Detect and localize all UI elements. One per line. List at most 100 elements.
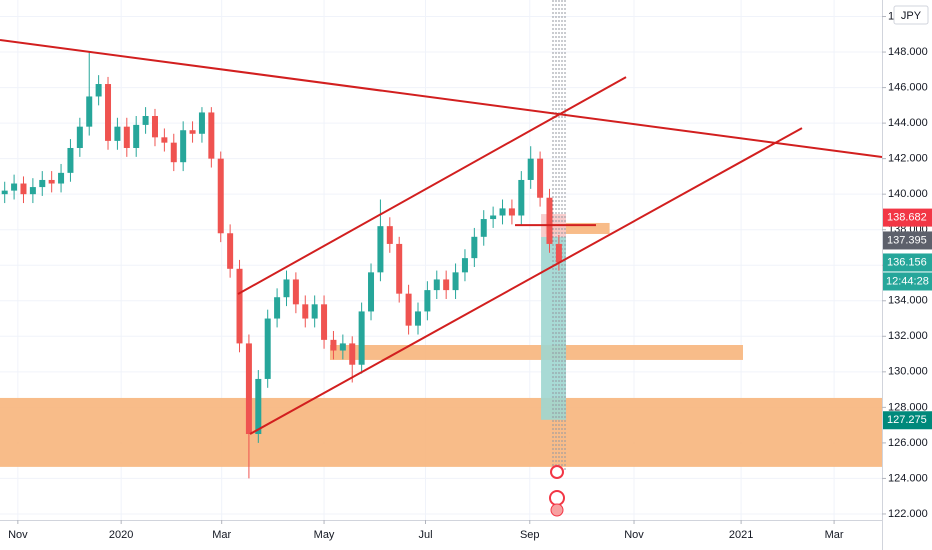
candle-body <box>76 126 83 148</box>
zone <box>0 397 882 467</box>
countdown-bg <box>883 272 932 291</box>
candle-body <box>264 318 271 379</box>
y-tick-label: 122.000 <box>888 508 928 520</box>
candle-body <box>67 147 74 173</box>
x-tick-label: Mar <box>212 529 231 541</box>
candle-body <box>330 339 337 351</box>
candle-body <box>490 215 497 220</box>
y-tick-label: 144.000 <box>888 117 928 129</box>
candle-body <box>405 293 412 326</box>
candle-body <box>236 268 243 344</box>
plot <box>0 0 883 520</box>
candle-body <box>161 137 168 143</box>
candle-body <box>20 183 27 195</box>
y-tick-label: 140.000 <box>888 188 928 200</box>
candle-body <box>424 290 431 312</box>
candle-body <box>255 378 262 435</box>
candle-body <box>358 311 365 365</box>
candle-body <box>283 279 290 298</box>
price-label-bg <box>883 411 932 430</box>
y-tick-label: 146.000 <box>888 81 928 93</box>
candle-body <box>546 197 553 244</box>
zone <box>544 222 610 234</box>
candle-body <box>227 233 234 269</box>
price-label: 138.682 <box>887 211 927 223</box>
candle-body <box>349 343 356 365</box>
candle-body <box>555 243 562 263</box>
x-tick-label: Jul <box>418 529 432 541</box>
trendline <box>0 38 883 159</box>
candle-body <box>58 172 65 184</box>
candle-body <box>39 179 46 188</box>
countdown: 12:44:28 <box>886 275 929 287</box>
price-label: 137.395 <box>887 234 927 246</box>
candle-body <box>377 226 384 273</box>
candle-body <box>29 187 36 195</box>
candle-body <box>414 311 421 326</box>
candle-body <box>189 130 196 134</box>
candle-body <box>368 272 375 312</box>
currency-badge[interactable] <box>893 5 929 25</box>
candle-body <box>95 84 102 97</box>
zone <box>329 345 743 360</box>
candle-body <box>274 297 281 319</box>
y-tick-label: 124.000 <box>888 472 928 484</box>
y-tick-label: 148.000 <box>888 46 928 58</box>
candle-body <box>443 279 450 291</box>
currency-label: JPY <box>901 10 922 22</box>
candle-body <box>11 183 18 191</box>
price-label: 127.275 <box>887 414 927 426</box>
price-label: 136.156 <box>887 256 927 268</box>
y-tick-label: 132.000 <box>888 330 928 342</box>
event-icon <box>549 490 565 506</box>
event-icon <box>550 503 564 517</box>
x-tick-label: Sep <box>520 529 540 541</box>
candle-body <box>452 272 459 291</box>
candle-body <box>518 179 525 216</box>
candle-body <box>471 236 478 259</box>
candle-body <box>311 304 318 319</box>
candle-body <box>133 124 140 148</box>
y-tick-label: 128.000 <box>888 401 928 413</box>
candle-body <box>339 343 346 351</box>
x-tick-label: Mar <box>825 529 844 541</box>
candle-body <box>151 116 158 138</box>
y-tick-label: 134.000 <box>888 295 928 307</box>
candle-body <box>527 158 534 180</box>
candle-body <box>433 279 440 291</box>
trendline <box>249 127 803 435</box>
price-label-bg <box>883 231 932 250</box>
candle-body <box>321 304 328 340</box>
x-tick-label: May <box>314 529 335 541</box>
y-tick-label: 126.000 <box>888 437 928 449</box>
candle-body <box>508 208 515 216</box>
candle-body <box>114 126 121 141</box>
candle-body <box>180 130 187 163</box>
candle-body <box>86 96 93 127</box>
candle-body <box>302 304 309 319</box>
y-tick-label: 142.000 <box>888 153 928 165</box>
candle-body <box>461 258 468 273</box>
candle-body <box>396 243 403 294</box>
trendline <box>237 76 627 295</box>
candle-body <box>142 116 149 125</box>
candle-body <box>292 279 299 305</box>
candle-body <box>170 142 177 163</box>
candle-body <box>537 158 544 198</box>
candle-body <box>198 112 205 134</box>
x-tick-label: 2020 <box>109 529 133 541</box>
candle-body <box>499 208 506 216</box>
candle-body <box>105 84 112 141</box>
price-label-bg <box>883 208 932 227</box>
y-tick-label: 130.000 <box>888 366 928 378</box>
axes: 122.000 124.000 126.000 128.000 130.000 132.0… <box>8 10 932 541</box>
candle-body <box>1 190 8 195</box>
candle-body <box>386 226 393 244</box>
candle-body <box>245 343 252 435</box>
candle-body <box>480 219 487 237</box>
x-tick-label: Nov <box>8 529 28 541</box>
x-tick-label: Nov <box>624 529 644 541</box>
x-tick-label: 2021 <box>729 529 753 541</box>
